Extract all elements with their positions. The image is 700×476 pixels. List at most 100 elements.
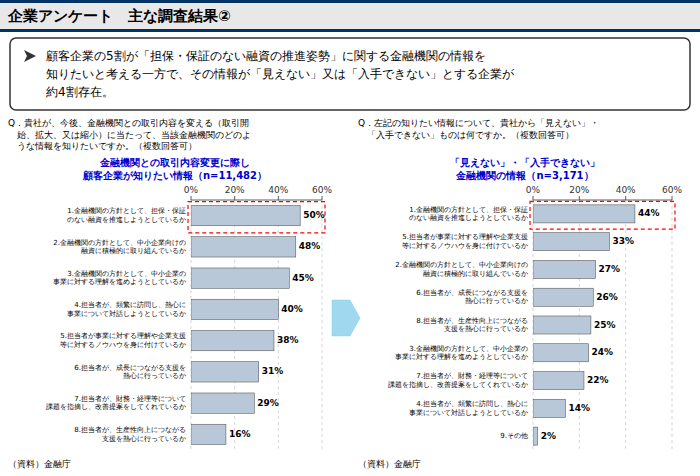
text-line: 顧客企業が知りたい情報（n=11,482） bbox=[82, 170, 267, 181]
category-label: 8.担当者が、生産性向上につながる支援を熱心に行っているか bbox=[416, 317, 528, 334]
text-line: 熱心に行っているか bbox=[465, 297, 528, 305]
category-label: 2.金融機関の方針として、中小企業向けの融資に積極的に取り組んでいるか bbox=[53, 239, 186, 256]
bar bbox=[533, 316, 591, 334]
summary-box bbox=[10, 38, 690, 110]
chart-panel: Q．貴社が、今後、金融機関との取引内容を変える（取引開 始、拡大、又は縮小）に当… bbox=[8, 118, 332, 469]
text-line: うな情報を知りたいですか。（複数回答可） bbox=[8, 141, 197, 151]
highlight-box bbox=[188, 202, 325, 233]
x-tick-label: 20% bbox=[569, 185, 589, 195]
data-label: 40% bbox=[281, 304, 303, 314]
data-label: 45% bbox=[292, 273, 314, 283]
connector-arrow bbox=[332, 300, 360, 336]
x-tick-label: 40% bbox=[268, 185, 288, 195]
text-line: 事業に対する理解を進めようとしているか bbox=[53, 278, 186, 286]
bar bbox=[191, 393, 254, 413]
text-line: 融資に積極的に取り組んでいるか bbox=[423, 270, 528, 278]
text-line: 8.担当者が、生産性向上につながる bbox=[74, 426, 186, 434]
data-label: 16% bbox=[229, 429, 251, 439]
source-note: （資料）金融庁 bbox=[358, 459, 421, 469]
bar bbox=[191, 237, 296, 257]
x-tick bbox=[625, 196, 626, 200]
bar bbox=[191, 205, 300, 225]
category-label: 3.金融機関の方針として、中小企業の事業に対する理解を進めようとしているか bbox=[53, 270, 186, 287]
text-line: 2.金融機関の方針として、中小企業向けの bbox=[53, 239, 186, 247]
background bbox=[0, 0, 700, 476]
text-line: 金融機関との取引内容変更に際し bbox=[99, 157, 250, 168]
data-label: 48% bbox=[299, 241, 321, 251]
text-line: 支援を熱心に行っているか bbox=[102, 435, 186, 443]
category-label: 6.担当者が、成長につながる支援を熱心に行っているか bbox=[416, 289, 528, 306]
highlight-box bbox=[530, 201, 675, 229]
text-line: 5.担当者が事業に対する理解や企業支援 bbox=[60, 332, 186, 340]
text-line: 5.担当者が事業に対する理解や企業支援 bbox=[402, 233, 528, 241]
x-tick bbox=[234, 196, 235, 200]
data-label: 24% bbox=[592, 347, 614, 357]
data-label: 14% bbox=[568, 403, 590, 413]
bar bbox=[533, 344, 589, 362]
text-line: 融資に積極的に取り組んでいるか bbox=[81, 247, 186, 255]
bars bbox=[533, 205, 635, 445]
text-line: 2.金融機関の方針として、中小企業向けの bbox=[395, 261, 528, 269]
title-bar bbox=[0, 0, 700, 32]
category-label: 1.金融機関の方針として、担保・保証のない融資を推進しようとしているか bbox=[409, 206, 528, 223]
text-line: 知りたいと考える一方で、その情報が「見えない」又は「入手できない」とする企業が bbox=[46, 67, 515, 81]
category-label: 1.金融機関の方針として、担保・保証のない融資を推進しようとしているか bbox=[67, 207, 186, 224]
text-line: 始、拡大、又は縮小）に当たって、当該金融機関のどのよ bbox=[8, 130, 251, 140]
text-line: 熱心に行っているか bbox=[123, 372, 186, 380]
x-tick bbox=[672, 196, 673, 200]
bar bbox=[533, 233, 609, 251]
data-label: 38% bbox=[277, 335, 299, 345]
x-tick bbox=[278, 196, 279, 200]
x-tick bbox=[533, 196, 534, 200]
title-rule bbox=[0, 0, 700, 3]
text-line: 7.担当者が、財務・経理等について bbox=[416, 372, 528, 380]
bar bbox=[191, 268, 289, 288]
text-line: 事業に対する理解を進めようとしているか bbox=[395, 353, 528, 361]
text-line: 「見えない」・「入手できない」 bbox=[450, 157, 600, 169]
text-line: のない融資を推進しようとしているか bbox=[67, 216, 186, 224]
text-line: 1.金融機関の方針として、担保・保証 bbox=[409, 206, 528, 214]
data-label: 26% bbox=[596, 292, 618, 302]
text-line: 「入手できない」ものは何ですか。（複数回答可） bbox=[358, 130, 574, 140]
text-line: Q．貴社が、今後、金融機関との取引内容を変える（取引開 bbox=[8, 118, 249, 128]
text-line: 等に対するノウハウを身に付けているか bbox=[60, 341, 186, 349]
bars bbox=[191, 205, 300, 444]
category-label: 7.担当者が、財務・経理等について課題を指摘し、改善提案をしてくれているか bbox=[46, 395, 186, 412]
chart-title: 金融機関との取引内容変更に際し顧客企業が知りたい情報（n=11,482） bbox=[82, 157, 267, 181]
text-line: 3.金融機関の方針として、中小企業の bbox=[409, 344, 528, 352]
bar bbox=[533, 205, 635, 223]
text-line: 課題を指摘し、改善提案をしてくれているか bbox=[388, 380, 528, 389]
x-tick-label: 60% bbox=[662, 185, 682, 195]
bar bbox=[191, 299, 278, 319]
x-tick-label: 0% bbox=[526, 185, 541, 195]
text-line: 8.担当者が、生産性向上につながる bbox=[416, 317, 528, 325]
category-label: 8.担当者が、生産性向上につながる支援を熱心に行っているか bbox=[74, 426, 186, 443]
text-line: 4.担当者が、頻繁に訪問し、熱心に bbox=[416, 400, 528, 408]
x-tick-label: 40% bbox=[616, 185, 636, 195]
data-label: 27% bbox=[599, 264, 621, 274]
text-line: 6.担当者が、成長につながる支援を bbox=[74, 364, 186, 372]
chart-panel: Q．左記の知りたい情報について、貴社から「見えない」・ 「入手できない」ものは何… bbox=[358, 118, 682, 469]
text-line: 事業について対話しようとしているか bbox=[67, 310, 186, 318]
x-tick bbox=[322, 196, 323, 200]
x-tick bbox=[579, 196, 580, 200]
text-line: 6.担当者が、成長につながる支援を bbox=[416, 289, 528, 297]
figure: 企業アンケート 主な調査結果②顧客企業の5割が「担保・保証のない融資の推進姿勢」… bbox=[0, 0, 700, 476]
data-label: 22% bbox=[587, 375, 609, 385]
category-label: 4.担当者が、頻繁に訪問し、熱心に事業について対話しようとしているか bbox=[67, 301, 186, 318]
data-label: 25% bbox=[594, 320, 616, 330]
data-label: 44% bbox=[638, 208, 660, 218]
question-text: Q．左記の知りたい情報について、貴社から「見えない」・ 「入手できない」ものは何… bbox=[358, 118, 599, 140]
text-line: 3.金融機関の方針として、中小企業の bbox=[67, 270, 186, 278]
data-label: 50% bbox=[303, 210, 325, 220]
text-line: 課題を指摘し、改善提案をしてくれているか bbox=[46, 402, 186, 411]
text-line: Q．左記の知りたい情報について、貴社から「見えない」・ bbox=[358, 118, 599, 128]
question-text: Q．貴社が、今後、金融機関との取引内容を変える（取引開 始、拡大、又は縮小）に当… bbox=[8, 118, 251, 151]
data-label: 33% bbox=[612, 236, 634, 246]
bar bbox=[533, 288, 593, 306]
text-line: 1.金融機関の方針として、担保・保証 bbox=[67, 207, 186, 215]
text-line: のない融資を推進しようとしているか bbox=[409, 214, 528, 222]
text-line: 顧客企業の5割が「担保・保証のない融資の推進姿勢」に関する金融機関の情報を bbox=[46, 49, 486, 63]
summary-marker bbox=[24, 50, 36, 62]
x-tick-label: 20% bbox=[225, 185, 245, 195]
